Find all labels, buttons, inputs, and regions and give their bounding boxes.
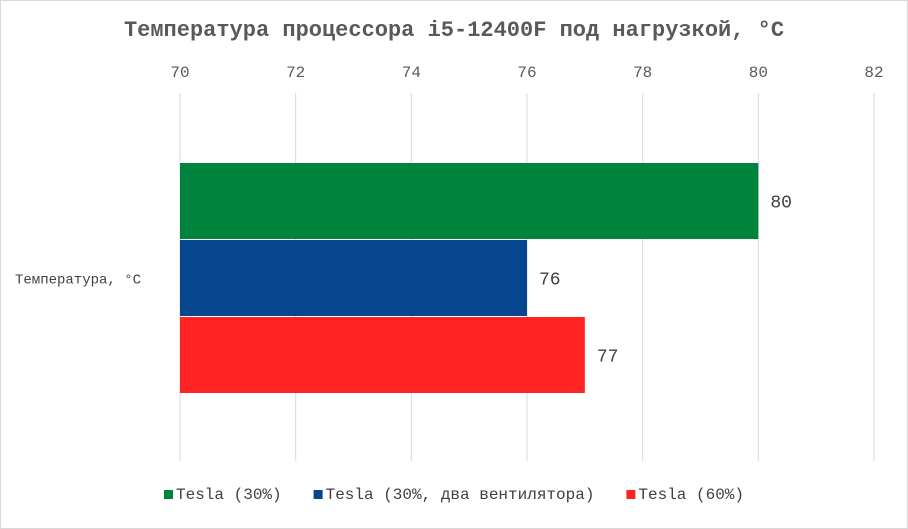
x-tick-label: 74 — [402, 64, 421, 82]
x-tick-label: 72 — [286, 64, 305, 82]
bar-series-1 — [180, 163, 759, 239]
legend: Tesla (30%) Tesla (30%, два вентилятора) T… — [164, 486, 744, 504]
x-axis-ticks: 70 72 74 76 78 80 82 — [170, 64, 883, 82]
data-label-layer: 80 76 77 — [539, 194, 792, 368]
bar-series-3 — [180, 317, 585, 393]
x-tick-label: 70 — [170, 64, 189, 82]
legend-swatch-3 — [626, 490, 636, 499]
legend-swatch-1 — [164, 490, 173, 499]
data-label: 80 — [770, 194, 792, 214]
bar-layer — [180, 163, 759, 393]
x-tick-label: 78 — [633, 64, 652, 82]
x-tick-label: 82 — [864, 64, 883, 82]
legend-label: Tesla (60%) — [638, 486, 744, 504]
chart-title: Температура процессора i5-12400F под наг… — [124, 18, 784, 43]
x-tick-label: 76 — [517, 64, 536, 82]
data-label: 77 — [597, 348, 619, 368]
category-label: Температура, °C — [15, 273, 141, 289]
legend-swatch-2 — [313, 490, 323, 499]
legend-label: Tesla (30%) — [176, 486, 282, 504]
data-label: 76 — [539, 271, 561, 291]
bar-series-2 — [180, 240, 527, 316]
category-layer: Температура, °C — [15, 273, 141, 289]
legend-label: Tesla (30%, два вентилятора) — [326, 486, 595, 504]
x-tick-label: 80 — [749, 64, 768, 82]
